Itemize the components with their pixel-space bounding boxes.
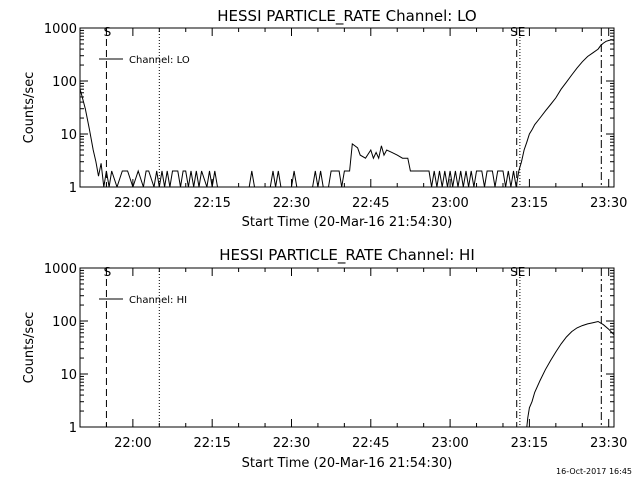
y-axis-label: Counts/sec [22,312,37,384]
y-axis-label: Counts/sec [22,72,37,144]
y-tick-label: 100 [52,315,77,330]
x-tick-label: 22:30 [273,436,310,451]
event-marker-label: S [104,25,112,39]
y-tick-label: 1 [69,421,77,436]
event-marker-label: S [104,265,112,279]
lo-channel-panel: HESSI PARTICLE_RATE Channel: LO S SE 22:00 2… [22,7,627,230]
x-tick-label: 23:30 [590,196,627,211]
x-tick-label: 23:00 [431,436,468,451]
chart-title: HESSI PARTICLE_RATE Channel: LO [217,7,476,26]
x-tick-label: 23:15 [511,436,548,451]
chart-title: HESSI PARTICLE_RATE Channel: HI [219,246,475,265]
legend-label: Channel: HI [129,295,187,306]
x-tick-label: 22:30 [273,196,310,211]
x-axis-label: Start Time (20-Mar-16 21:54:30) [242,456,453,471]
legend-label: Channel: LO [129,55,190,66]
x-axis-label: Start Time (20-Mar-16 21:54:30) [242,215,453,230]
x-tick-label: 22:00 [114,436,151,451]
x-tick-label: 23:00 [431,196,468,211]
hi-channel-panel: HESSI PARTICLE_RATE Channel: HI S SE 22:00 2… [22,246,627,471]
x-tick-label: 22:15 [193,196,230,211]
x-tick-label: 22:45 [352,196,389,211]
x-tick-label: 22:45 [352,436,389,451]
plot-frame [79,267,615,428]
timestamp-footer: 16-Oct-2017 16:45 [556,467,632,476]
event-marker-label: SE [510,25,525,39]
x-tick-label: 23:30 [590,436,627,451]
series-line [526,320,614,427]
y-tick-label: 10 [60,128,77,143]
x-tick-label: 23:15 [511,196,548,211]
x-tick-label: 22:15 [193,436,230,451]
y-tick-label: 100 [52,75,77,90]
y-tick-label: 1000 [44,262,77,277]
y-tick-label: 1000 [44,22,77,37]
plot-frame [79,27,615,188]
series-line [80,39,614,187]
y-tick-label: 10 [60,368,77,383]
x-tick-label: 22:00 [114,196,151,211]
event-marker-label: SE [510,265,525,279]
y-tick-label: 1 [69,181,77,196]
